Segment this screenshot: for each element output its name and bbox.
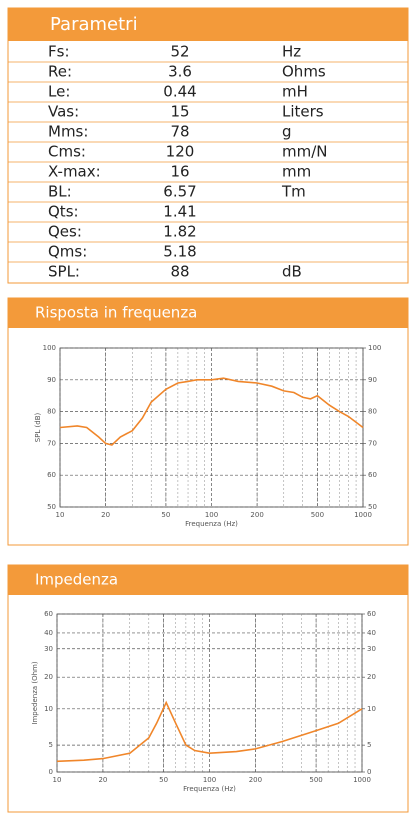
x-tick-label: 10 [53,776,62,784]
y-tick-label: 60 [47,471,56,479]
y2-tick-label: 10 [367,705,376,713]
x-tick-label: 100 [205,511,218,519]
param-unit: mm/N [282,143,328,161]
param-name: SPL: [48,263,80,281]
param-name: Mms: [48,123,88,141]
x-tick-label: 20 [98,776,107,784]
y2-tick-label: 60 [367,610,376,618]
x-tick-label: 50 [159,776,168,784]
param-value: 16 [170,163,189,181]
y2-tick-label: 40 [367,629,376,637]
y2-tick-label: 80 [368,408,377,416]
param-value: 15 [170,103,189,121]
x-tick-label: 1000 [353,776,371,784]
param-name: Le: [48,83,70,101]
x-tick-label: 50 [161,511,170,519]
x-tick-label: 200 [249,776,262,784]
param-unit: Ohms [282,63,326,81]
y-tick-label: 5 [49,741,53,749]
x-axis-label: Frequenza (Hz) [183,785,236,793]
table-header [8,8,408,41]
param-unit: mm [282,163,311,181]
y-axis-label: SPL (dB) [34,412,42,442]
y2-tick-label: 5 [367,741,371,749]
param-unit: mH [282,83,308,101]
y2-tick-label: 0 [367,768,371,776]
y-tick-label: 0 [49,768,53,776]
table-title: Parametri [50,14,138,35]
param-name: Re: [48,63,72,81]
param-name: Qts: [48,203,79,221]
param-name: Qes: [48,223,82,241]
x-tick-label: 200 [250,511,263,519]
y-tick-label: 30 [44,645,53,653]
chart-header [8,565,408,595]
param-value: 5.18 [163,243,196,261]
table-frame [7,7,409,284]
chart-header [8,298,408,328]
y-tick-label: 70 [47,439,56,447]
y2-tick-label: 90 [368,376,377,384]
x-axis-label: Frequenza (Hz) [185,520,238,528]
y-tick-label: 80 [47,408,56,416]
y2-tick-label: 100 [368,344,381,352]
data-line [56,700,363,763]
chart-title: Risposta in frequenza [35,304,197,322]
param-value: 1.41 [163,203,196,221]
y-tick-label: 10 [44,705,53,713]
param-name: Fs: [48,43,70,61]
param-value: 3.6 [168,63,192,81]
y-tick-label: 90 [47,376,56,384]
param-name: X-max: [48,163,101,181]
param-name: Cms: [48,143,86,161]
param-value: 78 [170,123,189,141]
y2-tick-label: 70 [368,439,377,447]
param-value: 0.44 [163,83,196,101]
data-line [59,377,364,446]
x-tick-label: 500 [311,511,324,519]
x-tick-label: 500 [309,776,322,784]
param-unit: g [282,123,292,141]
chart-title: Impedenza [35,571,118,589]
x-tick-label: 100 [203,776,216,784]
param-value: 1.82 [163,223,196,241]
x-tick-label: 20 [101,511,110,519]
y-axis-label: Impedenza (Ohm) [31,661,39,725]
x-tick-label: 1000 [354,511,372,519]
y2-tick-label: 30 [367,645,376,653]
param-unit: Tm [281,183,306,201]
x-tick-label: 10 [56,511,65,519]
param-value: 120 [166,143,195,161]
param-value: 52 [170,43,189,61]
param-unit: Hz [282,43,301,61]
y-tick-label: 20 [44,673,53,681]
y-tick-label: 40 [44,629,53,637]
y-tick-label: 50 [47,503,56,511]
param-unit: dB [282,263,302,281]
param-name: Qms: [48,243,87,261]
y2-tick-label: 20 [367,673,376,681]
param-unit: Liters [282,103,324,121]
param-name: Vas: [48,103,79,121]
param-value: 6.57 [163,183,196,201]
plot-area [56,613,363,773]
y-tick-label: 60 [44,610,53,618]
y-tick-label: 100 [43,344,56,352]
y2-tick-label: 60 [368,471,377,479]
y2-tick-label: 50 [368,503,377,511]
param-value: 88 [170,263,189,281]
param-name: BL: [48,183,72,201]
